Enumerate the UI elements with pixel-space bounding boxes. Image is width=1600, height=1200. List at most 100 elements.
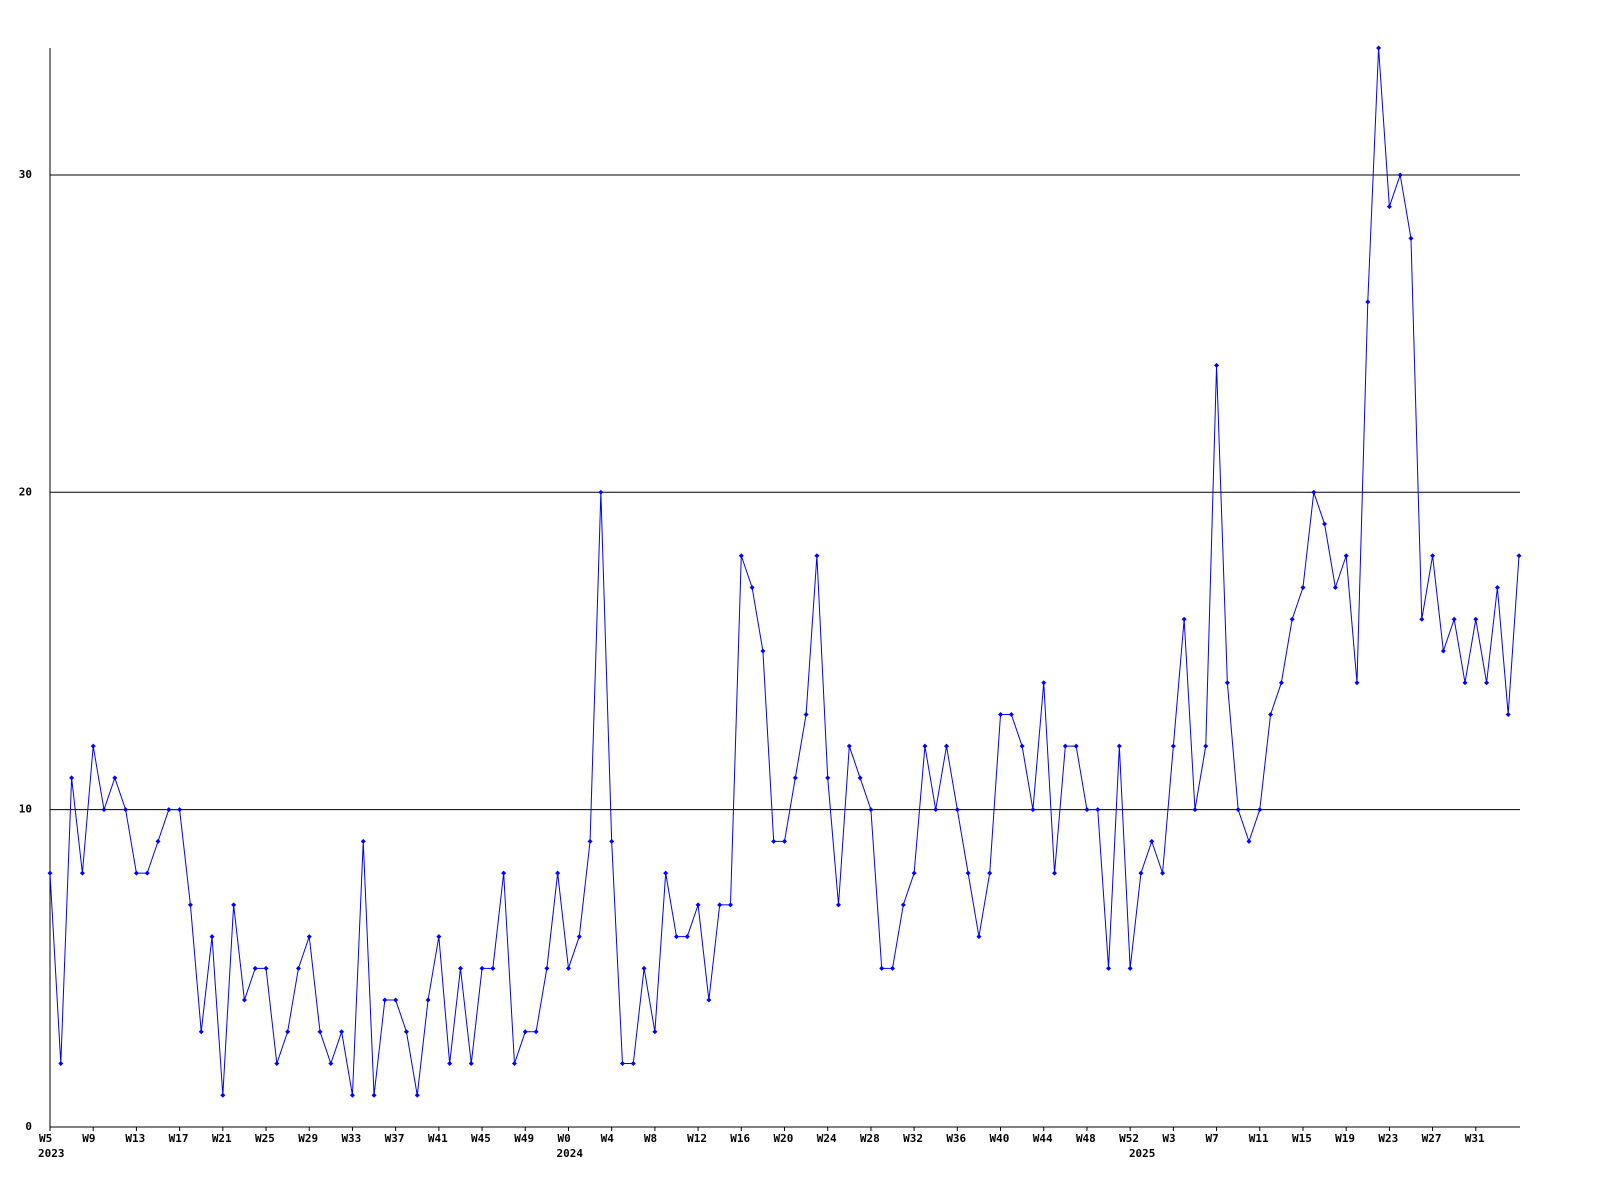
x-tick-label: W29 — [298, 1132, 318, 1145]
y-tick-label: 10 — [19, 803, 32, 816]
data-point — [1116, 743, 1122, 749]
data-point — [922, 743, 928, 749]
data-point — [1386, 204, 1392, 210]
data-point — [1160, 870, 1166, 876]
y-tick-label: 0 — [25, 1120, 32, 1133]
x-tick-label: W27 — [1422, 1132, 1442, 1145]
data-point — [328, 1061, 334, 1067]
x-tick-label: W16 — [730, 1132, 750, 1145]
data-point — [1106, 965, 1112, 971]
x-tick-label: W49 — [514, 1132, 534, 1145]
data-point — [317, 1029, 323, 1035]
data-point — [1440, 648, 1446, 654]
data-point — [144, 870, 150, 876]
data-point — [1041, 680, 1047, 686]
data-point — [1192, 807, 1198, 813]
data-point — [1268, 711, 1274, 717]
data-point — [846, 743, 852, 749]
data-point — [998, 711, 1004, 717]
x-tick-label: W7 — [1206, 1132, 1219, 1145]
data-point — [976, 934, 982, 940]
data-point — [663, 870, 669, 876]
data-point — [490, 965, 496, 971]
year-label: 2025 — [1129, 1147, 1156, 1160]
data-point — [1138, 870, 1144, 876]
data-point — [1354, 680, 1360, 686]
x-tick-label: W15 — [1292, 1132, 1312, 1145]
data-point — [1214, 362, 1220, 368]
x-tick-label: W11 — [1249, 1132, 1269, 1145]
data-point — [187, 902, 193, 908]
x-tick-label: W13 — [125, 1132, 145, 1145]
data-point — [695, 902, 701, 908]
x-tick-label: W36 — [946, 1132, 966, 1145]
data-point — [1127, 965, 1133, 971]
data-point — [1419, 616, 1425, 622]
x-tick-label: W17 — [169, 1132, 189, 1145]
data-point — [501, 870, 507, 876]
data-point — [900, 902, 906, 908]
x-tick-label: W0 — [557, 1132, 570, 1145]
x-tick-label: W33 — [341, 1132, 361, 1145]
x-tick-label: W44 — [1033, 1132, 1053, 1145]
data-point — [360, 838, 366, 844]
x-tick-label: W32 — [903, 1132, 923, 1145]
data-point — [457, 965, 463, 971]
x-tick-label: W8 — [644, 1132, 657, 1145]
x-tick-label: W37 — [385, 1132, 405, 1145]
data-point — [868, 807, 874, 813]
year-label: 2024 — [556, 1147, 583, 1160]
data-point — [1289, 616, 1295, 622]
data-point — [954, 807, 960, 813]
data-point — [447, 1061, 453, 1067]
data-point — [414, 1092, 420, 1098]
data-point — [1484, 680, 1490, 686]
data-point — [47, 870, 53, 876]
data-point — [1462, 680, 1468, 686]
data-point — [1170, 743, 1176, 749]
data-point — [565, 965, 571, 971]
data-point — [166, 807, 172, 813]
x-tick-label: W25 — [255, 1132, 275, 1145]
data-point — [1149, 838, 1155, 844]
x-tick-label: W12 — [687, 1132, 707, 1145]
x-tick-label: W31 — [1465, 1132, 1485, 1145]
data-point — [371, 1092, 377, 1098]
data-point — [1257, 807, 1263, 813]
x-tick-label: W23 — [1378, 1132, 1398, 1145]
data-point — [890, 965, 896, 971]
data-point — [814, 553, 820, 559]
x-tick-label: W48 — [1076, 1132, 1096, 1145]
data-point — [803, 711, 809, 717]
data-point — [587, 838, 593, 844]
data-point — [706, 997, 712, 1003]
data-point — [1019, 743, 1025, 749]
data-point — [879, 965, 885, 971]
data-point — [1494, 585, 1500, 590]
data-point — [1473, 616, 1479, 622]
data-point — [468, 1061, 474, 1067]
x-tick-label: W9 — [82, 1132, 95, 1145]
data-point — [177, 807, 183, 813]
data-point — [771, 838, 777, 844]
data-point — [155, 838, 161, 844]
data-point — [598, 489, 604, 495]
data-point — [673, 934, 679, 940]
data-point — [295, 965, 301, 971]
x-tick-label: W4 — [601, 1132, 615, 1145]
x-tick-label: W24 — [817, 1132, 837, 1145]
data-point — [1224, 680, 1230, 686]
x-tick-label: W5 — [39, 1132, 52, 1145]
data-point — [1095, 807, 1101, 813]
data-point — [69, 775, 75, 781]
data-point — [1505, 711, 1511, 717]
data-point — [522, 1029, 528, 1035]
data-point — [101, 807, 107, 813]
data-point — [241, 997, 247, 1003]
x-tick-label: W41 — [428, 1132, 448, 1145]
data-point — [1397, 172, 1403, 178]
data-point — [393, 997, 399, 1003]
y-tick-label: 20 — [19, 485, 32, 498]
data-point — [1343, 553, 1349, 559]
